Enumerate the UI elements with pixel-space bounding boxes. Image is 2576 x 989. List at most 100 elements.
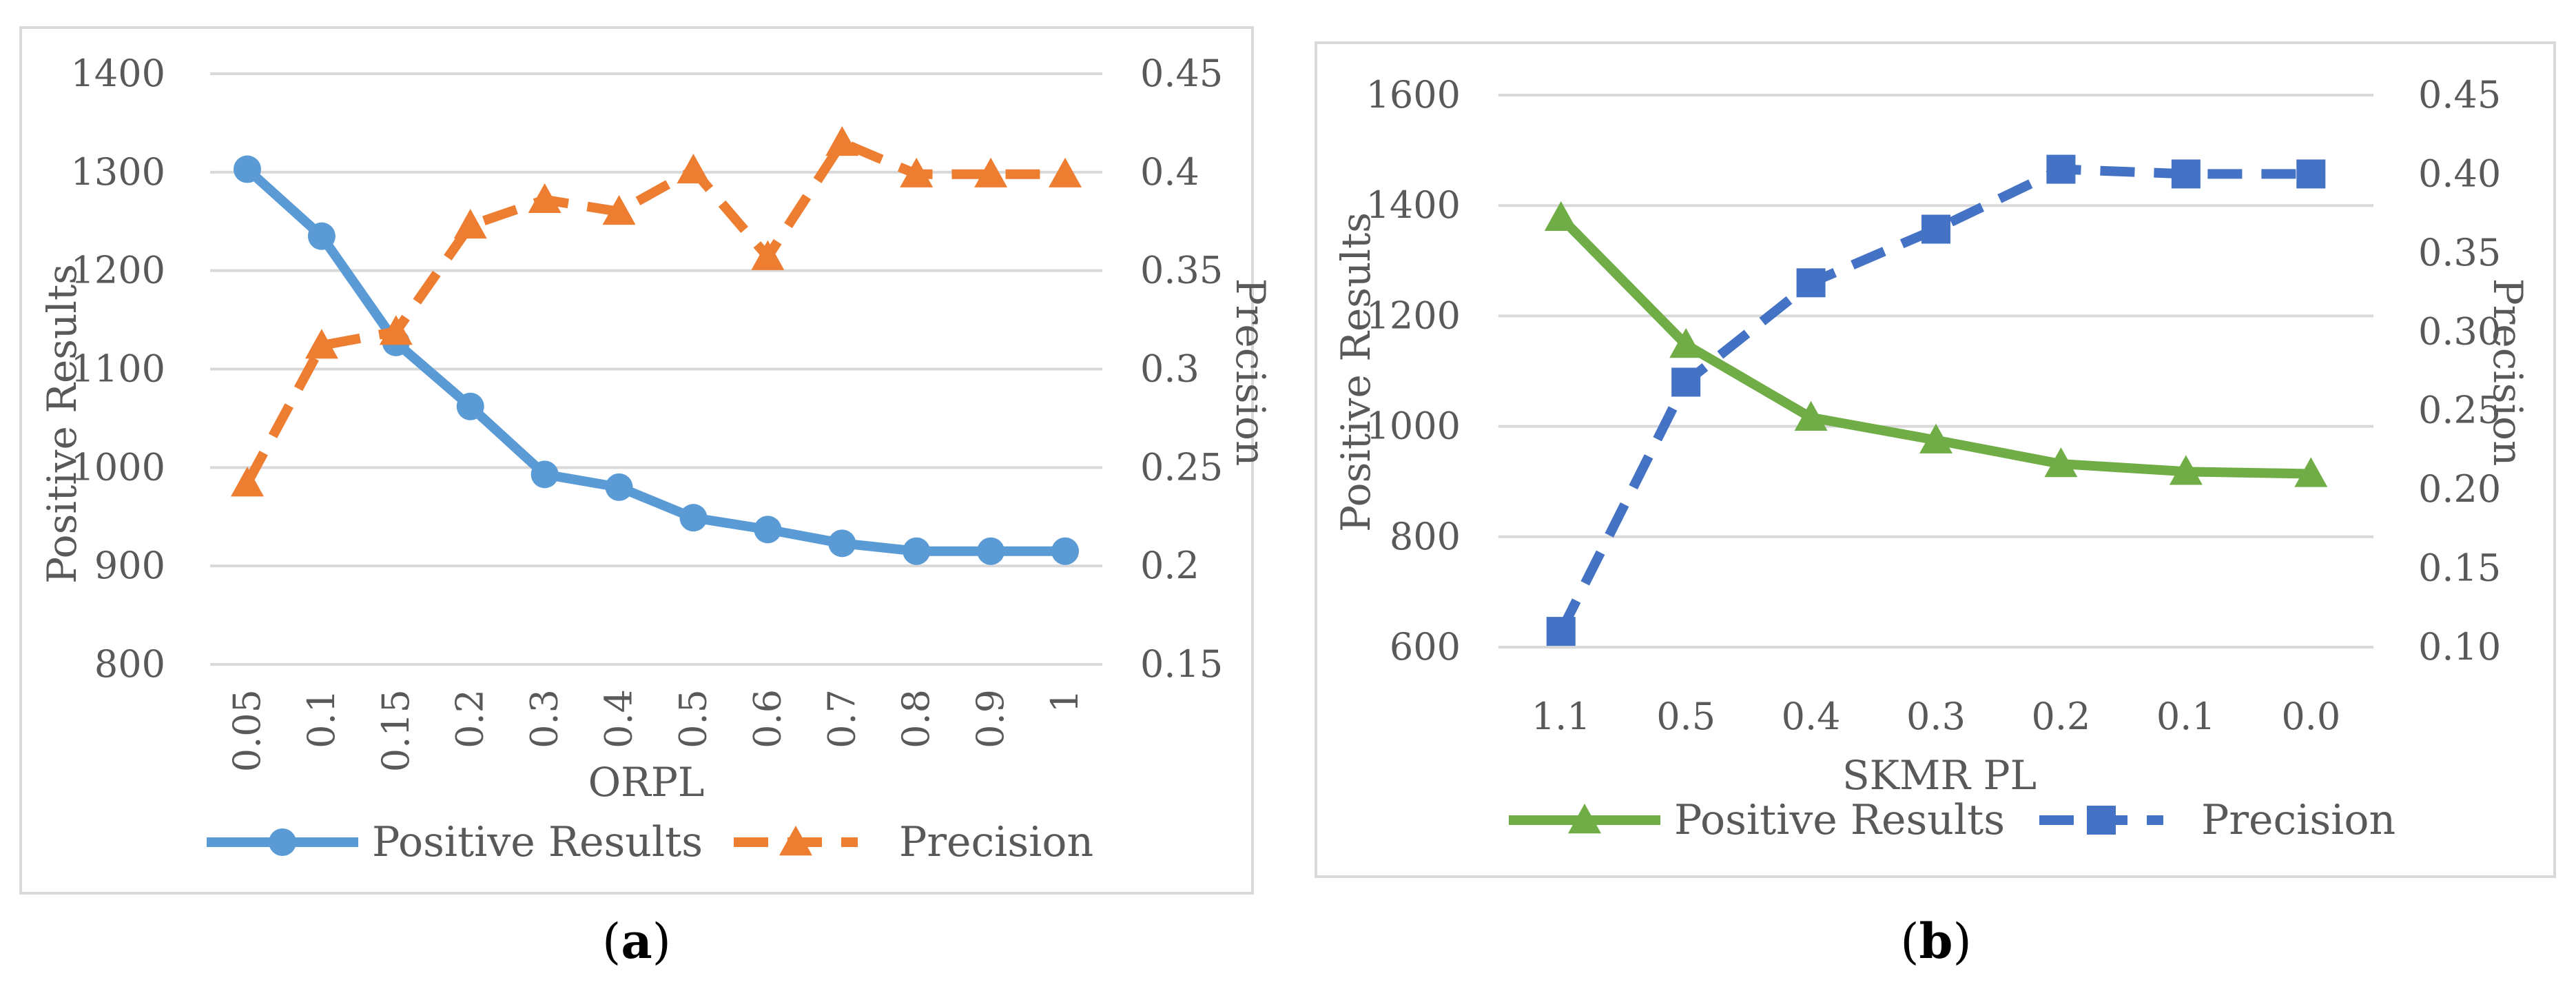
data-point-positive-results [754,516,782,544]
panel-b-y2-axis-title: Precision [2484,278,2531,467]
data-point-precision [379,315,413,345]
legend-swatch-marker [1568,804,1601,834]
data-point-positive-results [456,392,484,420]
panel-b-gridlines [1498,94,2373,649]
data-point-precision [2046,154,2076,184]
data-point-positive-results [605,473,633,501]
y-tick-label: 900 [94,544,165,587]
x-tick-label: 0.3 [1906,695,1966,738]
data-point-positive-results [2294,457,2328,487]
y-tick-label: 800 [1390,515,1461,558]
data-point-precision [602,194,636,225]
y-tick-label: 800 [94,642,165,686]
y-tick-label: 1200 [1366,294,1461,337]
legend-label: Positive Results [1674,796,2005,844]
data-point-precision [900,157,934,187]
legend-swatch-marker [779,826,812,856]
y-tick-label: 1300 [71,150,165,194]
y2-tick-label: 0.3 [1140,347,1199,391]
legend-label: Precision [2201,796,2395,844]
legend-swatch-marker [269,828,296,856]
y-tick-label: 1600 [1366,73,1461,116]
data-point-positive-results [1051,537,1080,565]
data-point-positive-results [679,504,708,532]
y2-tick-label: 0.25 [2418,389,2501,432]
x-tick-label: 0.1 [300,689,343,748]
y2-tick-label: 0.35 [1140,249,1223,292]
y2-tick-label: 0.30 [2418,309,2501,353]
panel-a-x-ticks: 0.05 0.1 0.15 0.2 0.3 0.4 0.5 0.6 0.7 0.8 0.9 1 [225,689,1086,772]
data-point-positive-results [977,537,1005,565]
panel-b-legend: Positive Results Precision [1509,796,2395,844]
panel-b-x-ticks: 1.1 0.5 0.4 0.3 0.2 0.1 0.0 [1532,695,2340,738]
y-tick-label: 1100 [71,347,165,391]
legend-label: Precision [899,818,1093,866]
panel-a-y2-ticks: 0.15 0.2 0.25 0.3 0.35 0.4 0.45 [1140,52,1223,686]
y2-tick-label: 0.45 [2418,73,2501,116]
y2-tick-label: 0.2 [1140,544,1199,587]
x-tick-label: 0.1 [2156,695,2216,738]
data-point-precision [1049,157,1082,187]
x-tick-label: 0.3 [523,689,566,748]
data-point-positive-results [1544,201,1578,232]
y-tick-label: 600 [1390,625,1461,669]
panel-b-x-axis-title: SKMR PL [1842,752,2037,799]
panel-a-x-axis-title: ORPL [588,759,705,806]
x-tick-label: 0.5 [671,689,714,748]
x-tick-label: 0.0 [2281,695,2340,738]
y2-tick-label: 0.20 [2418,467,2501,511]
data-point-precision [1796,268,1826,298]
data-point-positive-results [828,529,856,558]
data-point-precision [1546,617,1576,646]
data-point-positive-results [2044,447,2078,478]
panel-a-y2-axis-title: Precision [1227,278,1274,467]
panel-b-y-axis-title: Positive Results [1332,212,1379,532]
data-point-precision [528,183,561,214]
y-tick-label: 1400 [71,52,165,95]
y-tick-label: 1000 [1366,405,1461,448]
data-point-precision [751,240,785,270]
data-point-positive-results [1669,328,1703,358]
y2-tick-label: 0.45 [1140,52,1223,95]
x-tick-label: 0.9 [969,689,1012,748]
x-tick-label: 0.4 [597,689,641,748]
y2-tick-label: 0.15 [1140,642,1223,686]
x-tick-label: 0.8 [894,689,938,748]
x-tick-label: 0.15 [374,689,418,772]
x-tick-label: 0.05 [225,689,269,772]
y2-tick-label: 0.35 [2418,231,2501,274]
panel-a-legend: Positive Results Precision [207,818,1093,866]
y2-tick-label: 0.40 [2418,152,2501,195]
y2-tick-label: 0.10 [2418,625,2501,669]
series-line-precision [243,137,1066,486]
data-point-positive-results [2169,455,2203,485]
y2-tick-label: 0.4 [1140,150,1199,194]
data-point-positive-results [903,537,931,565]
y2-tick-label: 0.15 [2418,547,2501,590]
y-tick-label: 1400 [1366,183,1461,227]
panel-b-caption: (b) [1900,912,1972,970]
y-tick-label: 1200 [71,249,165,292]
panel-a-caption-letter: a [621,912,652,970]
data-point-precision [1921,214,1950,244]
data-point-precision [825,125,859,156]
data-point-precision [2296,159,2326,189]
panel-b-y-ticks: 600 800 1000 1200 1400 1600 [1366,73,1461,669]
data-point-positive-results [1919,423,1952,453]
data-point-positive-results [233,155,261,183]
panel-a-gridlines [210,72,1102,666]
data-point-precision [230,467,264,497]
panel-a-caption: (a) [602,912,671,970]
data-point-precision [1671,367,1701,397]
panel-a-series [230,125,1082,565]
x-tick-label: 1.1 [1532,695,1591,738]
x-tick-label: 0.2 [2031,695,2090,738]
legend-label: Positive Results [372,818,703,866]
x-tick-label: 0.4 [1782,695,1841,738]
panel-b-series [1544,154,2328,646]
panel-b-y2-ticks: 0.10 0.15 0.20 0.25 0.30 0.35 0.40 0.45 [2418,73,2501,669]
y2-tick-label: 0.25 [1140,445,1223,489]
panel-a-y-ticks: 800 900 1000 1100 1200 1300 1400 [71,52,165,686]
